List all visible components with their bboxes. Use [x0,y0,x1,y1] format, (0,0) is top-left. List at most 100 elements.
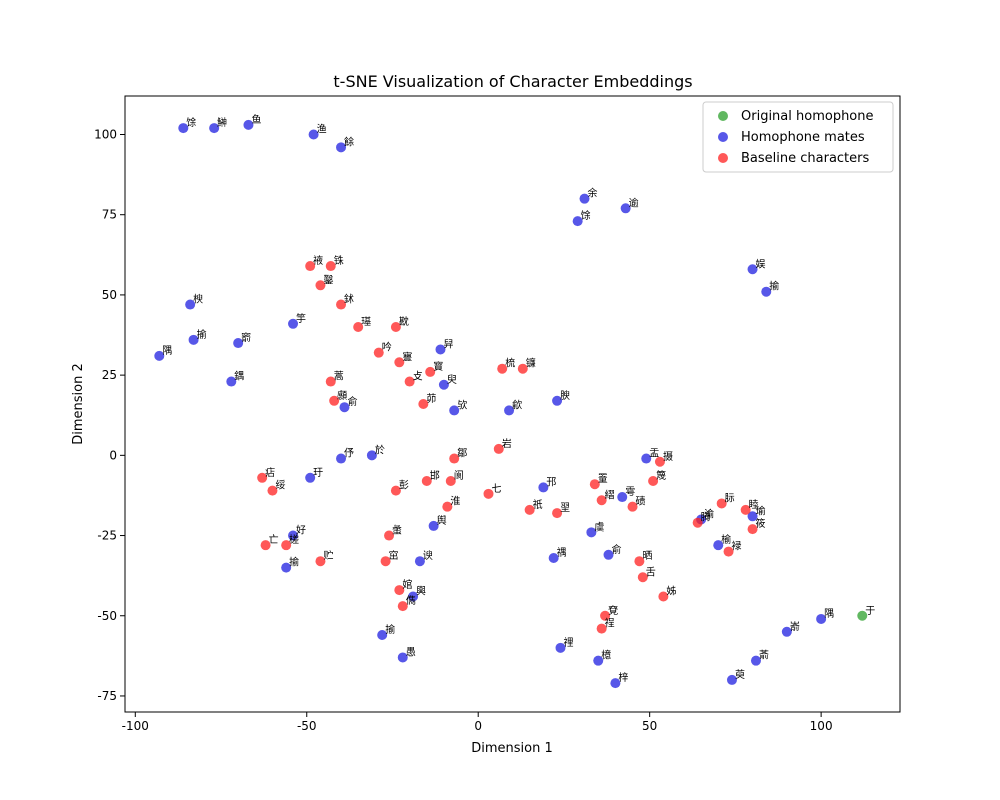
data-point [414,556,425,567]
data-point [524,504,535,515]
data-point [747,524,758,535]
point-label: 嵛 [790,620,800,633]
point-label: 揄 [769,280,779,293]
point-label: 揄 [385,623,395,636]
point-label: 晒 [642,550,652,562]
data-point [620,203,631,214]
point-label: 邘 [546,476,556,488]
data-point [336,453,347,464]
point-label: 舆 [437,514,447,527]
point-label: 镰 [526,357,536,370]
point-label: 贮 [323,549,333,562]
point-label: 禑 [557,546,567,559]
point-label: 揄 [197,328,207,341]
chart-title: t-SNE Visualization of Character Embeddi… [333,72,692,91]
data-point [373,347,384,358]
data-point [305,472,316,483]
point-label: 吟 [382,341,392,354]
data-point [267,485,278,496]
point-label: 篾 [656,469,666,482]
point-label: 雩 [625,486,635,498]
data-point [377,630,388,640]
point-label: 䗍 [392,525,402,537]
point-label: 䄇 [605,617,615,630]
point-label: 於 [375,443,385,456]
data-point [483,488,494,499]
point-label: 俞 [612,543,622,556]
data-point [493,443,504,454]
data-point [384,530,395,541]
point-label: 七 [491,483,501,495]
point-label: 鱼 [251,113,261,126]
point-label: 邯 [430,469,440,482]
data-point [353,322,364,332]
x-tick-label: -100 [122,719,149,733]
data-point [504,405,515,416]
x-tick-label: 0 [474,719,482,733]
data-point [658,591,669,602]
x-tick-label: -50 [297,719,317,733]
point-label: 鑿 [323,274,333,286]
y-tick-label: 100 [94,128,117,142]
data-point [408,591,419,602]
data-point [325,376,336,387]
point-label: 彭 [399,479,409,492]
y-tick-label: -75 [97,689,117,703]
data-point [781,626,792,637]
point-label: 茆 [426,392,436,405]
point-label: 欤 [457,398,467,411]
data-point [288,318,299,329]
data-point [648,476,659,486]
point-label: 蒿 [334,371,344,383]
data-point [336,299,347,310]
data-point [209,123,220,134]
data-point [747,264,758,275]
data-point [726,674,737,685]
point-label: 隅 [162,345,172,357]
data-point [596,623,607,634]
data-point [552,508,563,519]
data-point [438,379,449,390]
x-tick-label: 50 [642,719,657,733]
point-label: 䙽 [608,604,618,617]
data-point [449,453,460,464]
point-label: 萸 [735,669,745,681]
data-point [380,556,391,567]
x-axis-label: Dimension 1 [471,741,553,756]
legend: Original homophone Homophone mates Baselin… [702,101,894,173]
data-point [243,119,254,130]
point-label: 隅 [824,608,834,620]
point-label: 竽 [296,312,306,325]
point-label: 鍝 [234,370,244,383]
point-label: 余 [588,187,598,200]
data-point [315,280,326,291]
point-label: 俞 [347,395,357,408]
legend-box [702,101,894,173]
point-label: 祇 [533,499,543,511]
point-label: 檍 [601,649,611,662]
data-point [713,540,724,551]
data-point [178,123,189,134]
data-point [257,472,268,483]
data-point [603,549,614,560]
point-label: 好 [296,525,306,537]
point-label: 阆 [454,469,464,482]
point-label: 榆 [721,533,731,546]
data-point [747,511,758,522]
data-point [435,344,446,355]
point-label: 于 [865,606,875,617]
point-label: 摄 [663,450,673,463]
data-point [816,613,827,624]
legend-marker [718,132,728,142]
data-point [593,655,604,666]
point-label: 窋 [389,549,399,562]
point-label: 绥 [275,480,285,492]
point-label: 铢 [334,254,344,267]
data-point [654,456,665,467]
y-tick-label: 25 [102,368,117,382]
y-axis-label: Dimension 2 [71,363,86,445]
data-point [627,501,638,512]
data-point [260,540,271,551]
data-point [750,655,761,666]
data-point [185,299,196,310]
